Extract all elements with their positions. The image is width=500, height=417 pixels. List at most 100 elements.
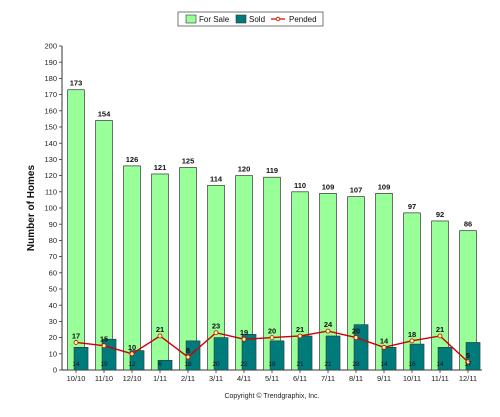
label-sold: 6 bbox=[158, 361, 162, 368]
label-pended: 24 bbox=[324, 320, 333, 329]
label-for-sale: 97 bbox=[408, 202, 416, 211]
x-tick-label: 9/11 bbox=[377, 374, 391, 383]
label-pended: 14 bbox=[380, 336, 389, 345]
label-for-sale: 107 bbox=[350, 186, 363, 195]
x-tick-label: 12/10 bbox=[123, 374, 142, 383]
label-for-sale: 92 bbox=[436, 210, 444, 219]
label-for-sale: 154 bbox=[98, 110, 111, 119]
label-sold: 14 bbox=[380, 361, 388, 368]
y-ticks: 0 10 20 30 40 50 60 70 80 90 100 110 120 130 140 150 160… bbox=[44, 42, 62, 375]
x-tick-label: 11/11 bbox=[431, 374, 449, 383]
label-sold: 18 bbox=[268, 361, 276, 368]
label-pended: 20 bbox=[352, 327, 360, 336]
y-tick-label: 190 bbox=[44, 58, 57, 67]
legend-label-for-sale: For Sale bbox=[199, 15, 230, 24]
y-tick-label: 100 bbox=[44, 204, 57, 213]
label-pended: 15 bbox=[100, 335, 108, 344]
bar-sold bbox=[381, 347, 397, 371]
label-sold: 12 bbox=[128, 361, 136, 368]
label-pended: 19 bbox=[240, 328, 248, 337]
pended-point bbox=[409, 338, 415, 344]
pended-point bbox=[185, 354, 191, 360]
y-tick-label: 170 bbox=[44, 90, 57, 99]
label-sold: 14 bbox=[72, 361, 80, 368]
y-tick-label: 0 bbox=[53, 366, 57, 375]
pended-point bbox=[213, 330, 219, 336]
bar-for-sale bbox=[95, 120, 113, 371]
data-labels: 1731415419126121216125181142012022119181… bbox=[70, 79, 472, 368]
pended-point bbox=[157, 333, 163, 339]
pended-point bbox=[73, 340, 79, 345]
x-ticks: 10/10 11/10 12/10 1/11 2/11 3/11 4/11 5/11 6/11 7… bbox=[67, 370, 477, 383]
y-tick-label: 20 bbox=[49, 333, 57, 342]
pended-point bbox=[269, 335, 275, 341]
x-tick-label: 7/11 bbox=[321, 374, 335, 383]
label-for-sale: 110 bbox=[294, 181, 306, 190]
y-tick-label: 200 bbox=[44, 42, 57, 51]
bar-sold bbox=[157, 359, 173, 371]
label-for-sale: 109 bbox=[322, 182, 335, 191]
bar-sold bbox=[241, 334, 257, 371]
y-axis-title: Number of Homes bbox=[26, 165, 37, 252]
bar-sold bbox=[269, 340, 285, 371]
bars bbox=[67, 89, 481, 371]
label-sold: 14 bbox=[436, 361, 444, 368]
x-tick-label: 8/11 bbox=[349, 374, 363, 383]
label-pended: 10 bbox=[128, 343, 136, 352]
y-tick-label: 80 bbox=[49, 236, 57, 245]
label-sold: 21 bbox=[296, 361, 304, 368]
label-sold: 21 bbox=[324, 361, 332, 368]
y-tick-label: 160 bbox=[44, 106, 57, 115]
label-sold: 17 bbox=[464, 361, 472, 368]
label-sold: 28 bbox=[352, 361, 360, 368]
y-tick-label: 50 bbox=[49, 285, 57, 294]
bar-sold bbox=[73, 347, 89, 371]
y-tick-label: 70 bbox=[49, 252, 57, 261]
label-pended: 21 bbox=[296, 325, 304, 334]
x-tick-label: 5/11 bbox=[265, 374, 279, 383]
bar-for-sale bbox=[67, 89, 85, 371]
label-for-sale: 121 bbox=[154, 163, 167, 172]
bar-sold bbox=[213, 337, 229, 371]
label-pended: 8 bbox=[186, 346, 190, 355]
label-pended: 21 bbox=[156, 325, 164, 334]
x-tick-label: 10/10 bbox=[67, 374, 86, 383]
label-for-sale: 125 bbox=[182, 157, 195, 166]
x-tick-label: 1/11 bbox=[153, 374, 167, 383]
pended-point bbox=[297, 333, 303, 339]
pended-point bbox=[325, 328, 331, 334]
label-for-sale: 173 bbox=[70, 79, 83, 88]
label-for-sale: 126 bbox=[126, 155, 139, 164]
y-tick-label: 120 bbox=[44, 171, 57, 180]
y-tick-label: 10 bbox=[49, 349, 57, 358]
label-for-sale: 114 bbox=[210, 174, 223, 183]
y-tick-label: 180 bbox=[44, 74, 57, 83]
label-pended: 17 bbox=[72, 331, 80, 340]
pended-point bbox=[437, 333, 443, 339]
legend-marker-pended bbox=[275, 16, 281, 22]
label-for-sale: 119 bbox=[266, 166, 278, 175]
label-sold: 18 bbox=[184, 361, 192, 368]
pended-point bbox=[381, 344, 387, 350]
pended-point bbox=[353, 335, 359, 341]
y-tick-label: 130 bbox=[44, 155, 57, 164]
bar-sold bbox=[437, 347, 453, 371]
legend-box bbox=[177, 11, 324, 27]
bar-for-sale bbox=[123, 165, 141, 371]
x-tick-label: 12/11 bbox=[459, 374, 477, 383]
x-tick-label: 4/11 bbox=[237, 374, 251, 383]
pended-line bbox=[73, 328, 471, 365]
x-tick-label: 11/10 bbox=[95, 374, 113, 383]
legend: For Sale Sold Pended bbox=[177, 11, 324, 27]
pended-point bbox=[241, 336, 247, 342]
legend-swatch-for-sale bbox=[185, 14, 197, 24]
label-pended: 5 bbox=[466, 351, 470, 360]
label-sold: 20 bbox=[212, 361, 220, 368]
y-tick-label: 40 bbox=[49, 301, 57, 310]
y-tick-label: 60 bbox=[49, 268, 57, 277]
bar-sold bbox=[325, 335, 341, 371]
label-pended: 21 bbox=[436, 325, 444, 334]
pended-point bbox=[129, 351, 135, 357]
y-tick-label: 150 bbox=[44, 123, 57, 132]
